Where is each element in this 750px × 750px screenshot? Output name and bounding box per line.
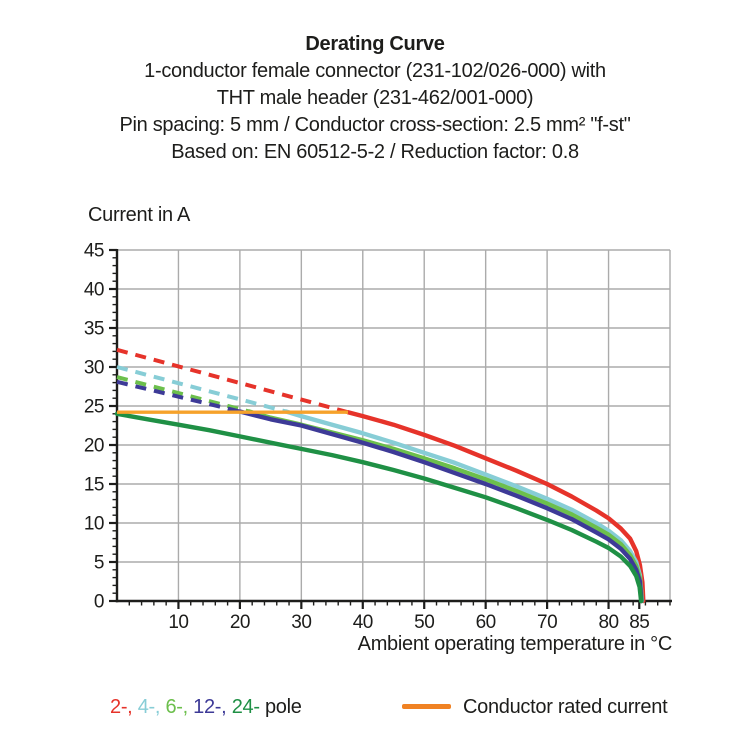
pole-legend-item-2-pole: 2-, — [110, 696, 133, 718]
series-12-pole-solid — [237, 409, 644, 604]
x-axis-title: Ambient operating temperature in °C — [357, 633, 673, 655]
chart-title: Derating Curve — [305, 33, 445, 55]
series-2-pole-solid — [345, 410, 646, 604]
series-24-pole-solid — [114, 411, 644, 604]
x-tick-label-85: 85 — [629, 612, 649, 633]
x-tick-label-40: 40 — [353, 612, 373, 633]
x-tick-label-10: 10 — [168, 612, 188, 633]
chart-subtitle-line-1: 1-conductor female connector (231-102/02… — [144, 60, 606, 82]
chart-subtitle-line-4: Based on: EN 60512-5-2 / Reduction facto… — [171, 141, 579, 163]
y-tick-label-10: 10 — [84, 514, 104, 535]
y-tick-label-30: 30 — [84, 358, 104, 379]
series-12-pole-dashed — [116, 379, 241, 414]
pole-legend: 2-, 4-, 6-, 12-, 24- pole — [110, 696, 302, 719]
series-6-pole-solid — [246, 409, 644, 604]
chart-title-block: Derating Curve 1-conductor female connec… — [0, 31, 750, 166]
series-6-pole-dashed — [116, 375, 250, 414]
x-tick-label-60: 60 — [476, 612, 496, 633]
x-tick-label-80: 80 — [598, 612, 618, 633]
pole-legend-item-4-pole: 4-, — [137, 696, 161, 718]
x-tick-label-30: 30 — [291, 612, 311, 633]
y-axis-title: Current in A — [88, 204, 191, 226]
y-tick-label-40: 40 — [84, 280, 104, 301]
y-tick-label-20: 20 — [84, 436, 104, 457]
x-tick-label-20: 20 — [230, 612, 250, 633]
series-4-pole-dashed — [116, 365, 287, 414]
pole-legend-item-6-pole: 6-, — [165, 696, 188, 718]
pole-legend-suffix: pole — [264, 696, 302, 718]
x-tick-label-50: 50 — [414, 612, 434, 633]
y-tick-label-5: 5 — [94, 553, 104, 574]
rated-current-legend-line — [402, 704, 451, 709]
x-tick-label-70: 70 — [537, 612, 557, 633]
pole-legend-item-24-pole: 24- — [231, 696, 260, 718]
y-tick-label-25: 25 — [84, 397, 104, 418]
series-2-pole-dashed — [116, 347, 349, 415]
pole-legend-item-12-pole: 12-, — [193, 696, 227, 718]
chart-subtitle-line-2: THT male header (231-462/001-000) — [216, 87, 534, 109]
rated-current-legend: Conductor rated current — [402, 694, 668, 719]
legend-row: 2-, 4-, 6-, 12-, 24- pole Conductor rate… — [0, 694, 750, 724]
y-tick-label-0: 0 — [94, 592, 104, 613]
y-tick-label-15: 15 — [84, 475, 104, 496]
y-tick-label-45: 45 — [84, 241, 104, 262]
y-tick-label-35: 35 — [84, 319, 104, 340]
chart-subtitle-line-3: Pin spacing: 5 mm / Conductor cross-sect… — [119, 114, 631, 136]
rated-current-legend-label: Conductor rated current — [463, 696, 668, 718]
